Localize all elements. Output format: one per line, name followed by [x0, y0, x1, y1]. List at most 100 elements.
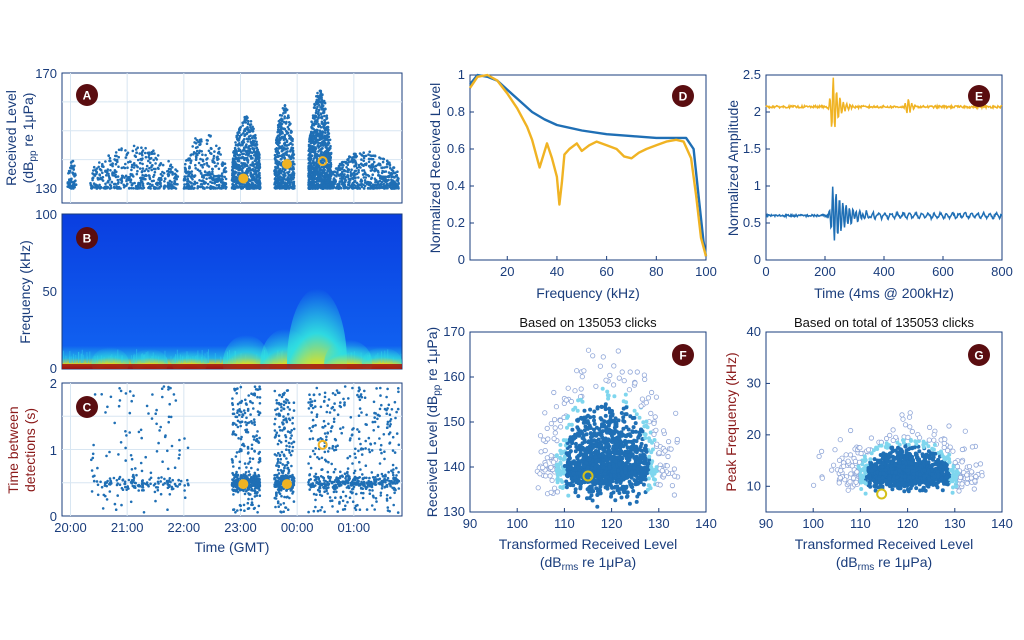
panel-c-point	[280, 409, 283, 412]
panel-c-point	[250, 392, 253, 396]
panel-a-point	[215, 180, 219, 183]
panel-a-point	[185, 182, 189, 186]
panel-a-point	[326, 121, 330, 125]
panel-c-point	[178, 449, 181, 452]
panel-c-point	[254, 439, 258, 443]
panel-a-point	[92, 169, 95, 172]
panel-a-point	[331, 172, 335, 176]
panel-c-point	[130, 479, 134, 482]
panel-a-point	[95, 167, 99, 170]
panel-a-point	[324, 135, 328, 138]
panel-a-point	[231, 171, 234, 175]
panel-c-point	[238, 409, 242, 413]
panel-c-point	[236, 509, 239, 512]
panel-c-point	[140, 479, 144, 483]
panel-c-point	[364, 447, 367, 450]
panel-a-point	[343, 173, 346, 176]
panel-a-point	[348, 179, 352, 182]
panel-c-point	[368, 450, 372, 454]
panel-a-point	[220, 179, 223, 183]
panel-a-point	[120, 181, 123, 185]
panel-c-point	[159, 480, 162, 483]
panel-c-point	[314, 505, 317, 509]
panel-a-point	[210, 186, 213, 189]
panel-c-point	[372, 429, 376, 432]
panel-a-point	[292, 153, 296, 156]
panel-a-point	[109, 184, 113, 188]
panel-a-point	[284, 182, 288, 186]
panel-a-point	[116, 175, 120, 178]
panel-a-point	[248, 166, 251, 169]
panel-c-point	[326, 431, 330, 435]
panel-c-point	[354, 456, 357, 459]
panel-a-point	[367, 174, 371, 178]
panel-c-point	[327, 422, 330, 426]
panel-c-point	[186, 446, 190, 450]
panel-c-point	[254, 475, 258, 478]
panel-a-point	[321, 181, 324, 185]
panel-c-point	[118, 475, 122, 479]
panel-c-point	[124, 446, 127, 450]
panel-c-point	[233, 422, 236, 425]
panel-c-point	[236, 425, 240, 429]
panel-c-point	[386, 420, 390, 424]
panel-a-point	[347, 181, 350, 184]
panel-c-point	[309, 455, 312, 459]
panel-a-point	[307, 183, 310, 186]
panel-c-point	[378, 414, 381, 418]
panel-a-point	[373, 177, 377, 180]
panel-c-point	[242, 409, 246, 412]
panel-b-streak	[73, 353, 75, 363]
panel-a-point	[244, 164, 247, 168]
panel-a-point	[328, 177, 331, 181]
panel-c-point	[289, 453, 293, 457]
panel-c-point	[336, 413, 340, 417]
panel-c-point	[357, 449, 360, 453]
panel-b-ylabel: Frequency (kHz)	[17, 240, 33, 343]
panel-a-point	[134, 148, 138, 151]
panel-c-point	[161, 460, 164, 464]
panel-c-point	[347, 486, 351, 490]
panel-c-point	[249, 400, 252, 404]
panel-c-point	[288, 408, 292, 411]
panel-c-point	[129, 454, 133, 457]
panel-c-point	[378, 462, 382, 465]
panel-a-point	[95, 187, 98, 190]
panel-c-point	[257, 504, 261, 508]
panel-a-point	[187, 157, 190, 160]
panel-c-point	[310, 429, 313, 433]
panel-a-point	[274, 150, 278, 153]
panel-a-point	[132, 166, 136, 169]
panel-c-point	[367, 448, 371, 451]
panel-a-point	[101, 175, 105, 179]
panel-c-point	[113, 421, 116, 425]
panel-c-point	[106, 479, 109, 483]
panel-a-point	[189, 175, 192, 178]
panel-a-point	[239, 156, 242, 160]
panel-a-point	[354, 155, 358, 159]
panel-a-point	[220, 174, 224, 178]
panel-c-point	[247, 488, 250, 491]
panel-a-point	[213, 150, 216, 153]
panel-c-point	[358, 476, 362, 479]
panel-a-point	[212, 154, 216, 158]
panel-a-point	[154, 156, 157, 160]
panel-a-point	[248, 186, 252, 190]
panel-c-point	[173, 482, 177, 486]
panel-c-point	[239, 448, 242, 451]
panel-a-point	[231, 176, 234, 180]
panel-c-point	[277, 491, 281, 494]
panel-a-point	[73, 164, 76, 168]
panel-a-point	[358, 152, 362, 155]
panel-a-point	[370, 154, 373, 158]
panel-c-point	[316, 456, 319, 459]
panel-c-point	[144, 482, 148, 486]
panel-a-point	[194, 163, 197, 167]
panel-a-point	[136, 158, 140, 162]
panel-a-point	[329, 180, 333, 184]
panel-c-point	[149, 471, 153, 475]
panel-a-point	[307, 145, 311, 148]
panel-a-point	[218, 146, 221, 150]
panel-c-point	[333, 402, 336, 405]
